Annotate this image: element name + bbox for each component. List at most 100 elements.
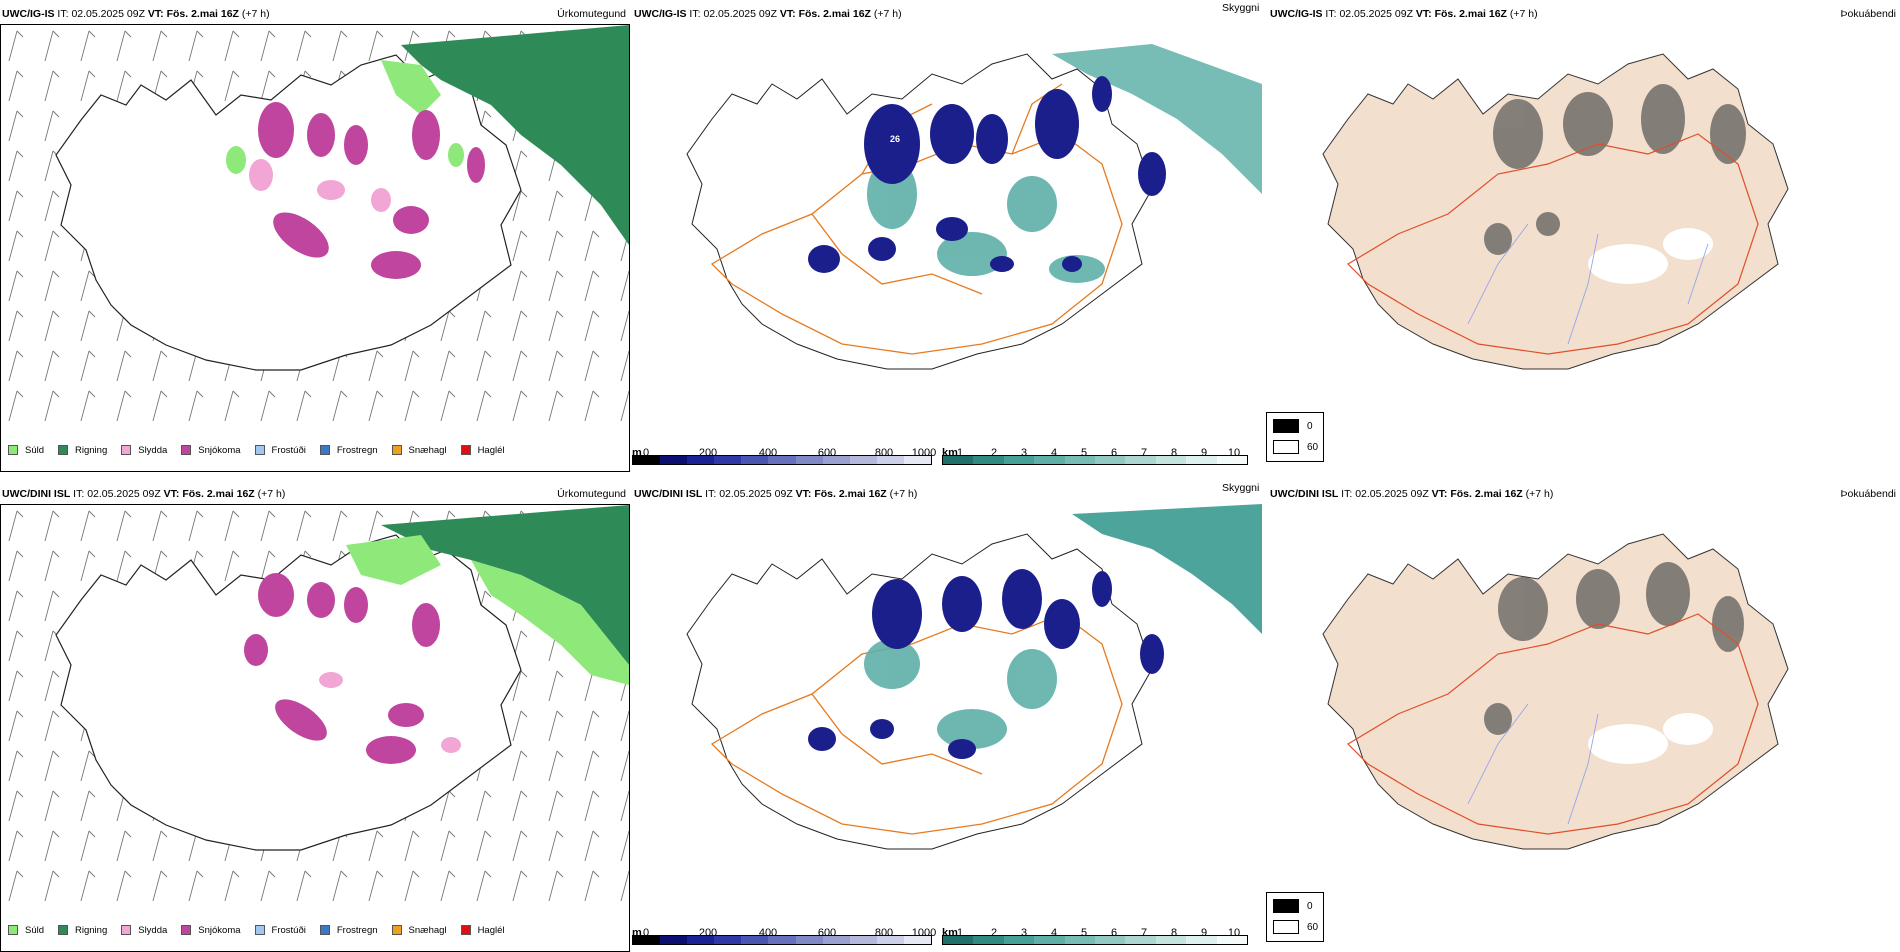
snow-areas: [258, 102, 485, 279]
ceiling-map-svg: [686, 504, 1262, 850]
visibility-colorbar: 1 2 3 4 5 6 7 8 9 10 km: [942, 437, 1248, 465]
colorbar-cell: [1125, 456, 1156, 464]
colorbar-cell: [822, 456, 850, 464]
colorbar-cell: [1155, 456, 1187, 464]
legend-item: Snæhagl: [391, 925, 447, 936]
fog-panel-row1: UWC/IG-IS IT: 02.05.2025 09Z VT: Fös. 2.…: [1268, 0, 1898, 440]
panel-type-title: Þokuábendi: [1840, 488, 1896, 500]
colorbar-cell: [1186, 936, 1217, 944]
legend-item: Haglél: [460, 925, 505, 936]
visibility-area-ne: [1072, 504, 1262, 634]
ceiling-map-svg: 26: [686, 44, 1262, 370]
drizzle-area-e: [471, 560, 629, 685]
colorbar-cell: [741, 456, 769, 464]
colorbar-cell: [1095, 456, 1126, 464]
colorbar-cell: [660, 456, 688, 464]
drizzle-areas: [226, 143, 464, 174]
legend-item: Snæhagl: [391, 445, 447, 456]
sleet-areas: [249, 159, 391, 212]
colorbar-cell: [741, 936, 769, 944]
low-ceiling-areas: [808, 569, 1164, 759]
visibility-areas: [864, 639, 1057, 749]
colorbar-cell: [1216, 936, 1248, 944]
colorbar-cell: [714, 936, 742, 944]
colorbar-cell: [687, 936, 715, 944]
legend-item: Snjókoma: [181, 925, 241, 936]
colorbar-cell: [1064, 456, 1096, 464]
iceland-coastline: [55, 534, 522, 851]
colorbar-cell: [973, 936, 1004, 944]
legend-item: Súld: [8, 445, 44, 456]
panel-title: UWC/DINI ISL IT: 02.05.2025 09Z VT: Fös.…: [1270, 488, 1554, 500]
sleet-areas: [319, 672, 461, 753]
legend-item: Frostregn: [319, 925, 378, 936]
rain-area-ne: [381, 505, 629, 665]
visibility-colorbar: 1 2 3 4 5 6 7 8 9 10 km: [942, 917, 1248, 945]
fog-white: [1588, 228, 1713, 284]
precip-panel-row2: UWC/DINI ISL IT: 02.05.2025 09Z VT: Fös.…: [0, 480, 630, 952]
precip-map-svg: [1, 505, 629, 905]
legend-item: Rigning: [58, 925, 107, 936]
panel-type-title: Skyggni: [1222, 2, 1260, 14]
legend-item: Frostregn: [319, 445, 378, 456]
legend-item: Slydda: [121, 925, 167, 936]
rivers: [1467, 703, 1599, 825]
fog-legend: 0 60: [1266, 892, 1324, 942]
fog-map: [1268, 504, 1898, 920]
panel-title: UWC/IG-IS IT: 02.05.2025 09Z VT: Fös. 2.…: [2, 8, 270, 20]
drizzle-area-ne: [346, 535, 441, 585]
colorbar-cell: [633, 936, 661, 944]
fog-panel-row2: UWC/DINI ISL IT: 02.05.2025 09Z VT: Fös.…: [1268, 480, 1898, 920]
legend-item: Haglél: [460, 445, 505, 456]
drizzle-area-ne: [381, 60, 441, 115]
colorbar-cell: [1034, 936, 1065, 944]
svg-text:26: 26: [890, 134, 900, 144]
colorbar-cell: [822, 936, 850, 944]
legend-item: Rigning: [58, 445, 107, 456]
colorbar-cell: [714, 456, 742, 464]
colorbar-cell: [1216, 456, 1248, 464]
fog-map-svg: [1322, 533, 1789, 850]
colorbar-cell: [876, 456, 904, 464]
colorbar-cell: [903, 456, 932, 464]
precip-panel-row1: UWC/IG-IS IT: 02.05.2025 09Z VT: Fös. 2.…: [0, 0, 630, 472]
fog-legend: 0 60: [1266, 412, 1324, 462]
fog-map-svg: [1322, 53, 1789, 370]
colorbar-cell: [1155, 936, 1187, 944]
roads: [1347, 133, 1759, 355]
precip-map: [0, 504, 630, 952]
colorbar-cell: [903, 936, 932, 944]
colorbar-cell: [973, 456, 1004, 464]
colorbar-cell: [876, 936, 904, 944]
ceiling-labels: 26: [890, 134, 900, 144]
roads: [710, 613, 1123, 835]
ceiling-panel-row2: UWC/DINI ISL IT: 02.05.2025 09Z VT: Fös.…: [632, 480, 1262, 945]
fog-shading: [1484, 562, 1744, 735]
colorbar-cell: [768, 456, 796, 464]
panel-title: UWC/IG-IS IT: 02.05.2025 09Z VT: Fös. 2.…: [1270, 8, 1538, 20]
panel-title: UWC/DINI ISL IT: 02.05.2025 09Z VT: Fös.…: [2, 488, 286, 500]
legend-item: Frostúði: [254, 925, 306, 936]
ceiling-colorbar: 0 200 400 600 800 1000 m: [632, 437, 936, 465]
ceiling-colorbar: 0 200 400 600 800 1000 m: [632, 917, 936, 945]
panel-type-title: Þokuábendi: [1840, 8, 1896, 20]
iceland-land: [1322, 533, 1789, 850]
fog-map: [1268, 24, 1898, 440]
panel-type-title: Úrkomutegund: [557, 488, 626, 500]
precip-map: [0, 24, 630, 472]
colorbar-cell: [849, 456, 877, 464]
colorbar-cell: [849, 936, 877, 944]
ceiling-panel-row1: UWC/IG-IS IT: 02.05.2025 09Z VT: Fös. 2.…: [632, 0, 1262, 465]
panel-title: UWC/DINI ISL IT: 02.05.2025 09Z VT: Fös.…: [634, 488, 918, 500]
colorbar-cell: [1186, 456, 1217, 464]
iceland-coastline: [686, 533, 1153, 850]
colorbar-cell: [1064, 936, 1096, 944]
rain-area-ne: [401, 25, 629, 245]
low-ceiling-areas: [808, 76, 1166, 273]
panel-title: UWC/IG-IS IT: 02.05.2025 09Z VT: Fös. 2.…: [634, 8, 902, 20]
panel-type-title: Skyggni: [1222, 482, 1260, 494]
rivers: [1467, 223, 1709, 345]
legend-item: Súld: [8, 925, 44, 936]
fog-white: [1588, 713, 1713, 764]
colorbar-cell: [1003, 456, 1035, 464]
